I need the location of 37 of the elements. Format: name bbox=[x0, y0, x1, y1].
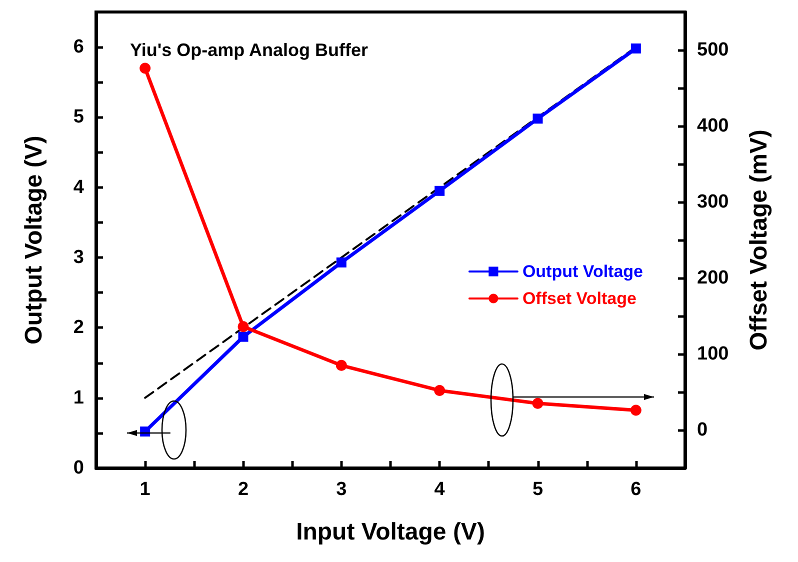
y-tick-label: 2 bbox=[73, 317, 84, 338]
point bbox=[434, 186, 445, 196]
y2-tick-label: 500 bbox=[697, 40, 729, 60]
point bbox=[140, 62, 151, 74]
legend-label: Output Voltage bbox=[522, 262, 643, 281]
y-tick-label: 6 bbox=[73, 36, 84, 58]
point bbox=[630, 43, 641, 54]
point bbox=[336, 257, 346, 268]
y2-tick-label: 200 bbox=[697, 268, 729, 288]
y2-axis-title: Offset Voltage (mV) bbox=[746, 130, 772, 350]
y2-tick-label: 0 bbox=[697, 420, 708, 440]
x-tick-label: 2 bbox=[238, 479, 249, 500]
x-tick-label: 5 bbox=[532, 479, 544, 500]
x-tick-label: 1 bbox=[140, 479, 151, 500]
point bbox=[630, 404, 642, 416]
point bbox=[238, 332, 248, 342]
text: Yiu's Op-amp Analog Buffer bbox=[130, 40, 368, 60]
point bbox=[532, 114, 543, 124]
y-tick-label: 5 bbox=[73, 106, 84, 128]
x-tick-label: 3 bbox=[336, 479, 347, 500]
x-axis-title: Input Voltage (V) bbox=[296, 518, 485, 546]
y-tick-label: 4 bbox=[73, 176, 84, 198]
y2-tick-label: 400 bbox=[697, 116, 729, 136]
point bbox=[532, 398, 544, 409]
y-tick-label: 3 bbox=[73, 247, 84, 268]
y-axis-title: Output Voltage (V) bbox=[20, 136, 48, 344]
x-tick-label: 4 bbox=[434, 479, 446, 500]
y2-tick-label: 300 bbox=[697, 192, 729, 212]
x-tick-label: 6 bbox=[630, 479, 642, 500]
point bbox=[434, 384, 446, 396]
point bbox=[238, 321, 249, 332]
y-tick-label: 0 bbox=[73, 458, 84, 478]
point bbox=[140, 426, 150, 437]
y-tick-label: 1 bbox=[73, 387, 84, 408]
point bbox=[336, 360, 347, 371]
y2-tick-label: 100 bbox=[697, 344, 729, 364]
legend-label: Offset Voltage bbox=[522, 289, 636, 308]
